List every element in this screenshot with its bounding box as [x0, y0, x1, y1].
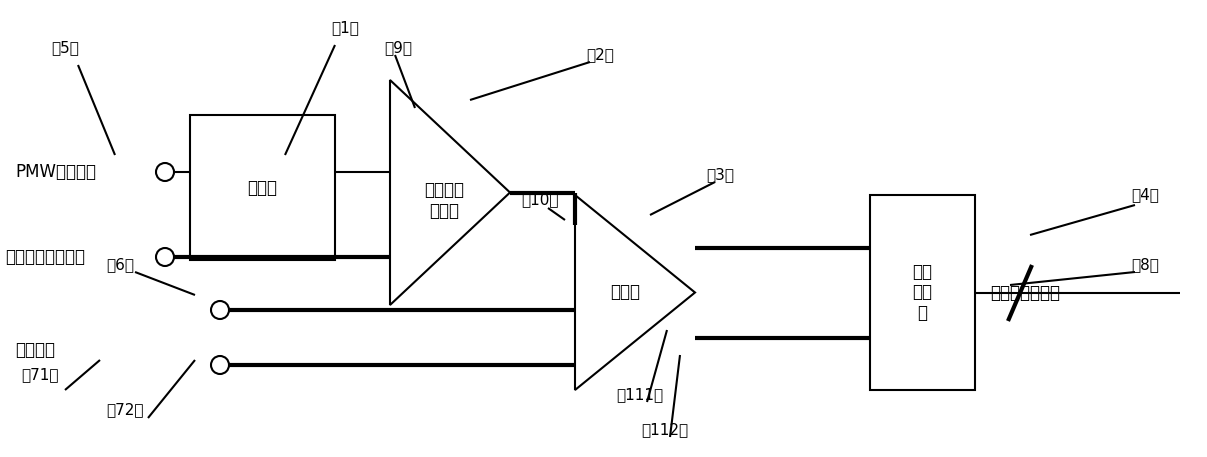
Text: （2）: （2）	[587, 48, 614, 63]
Text: 开关管控制总线: 开关管控制总线	[990, 284, 1060, 302]
Text: （8）: （8）	[1131, 257, 1159, 272]
Text: （10）: （10）	[521, 192, 559, 207]
Text: （72）: （72）	[106, 403, 144, 418]
Bar	[870, 195, 975, 390]
Text: （9）: （9）	[384, 41, 412, 55]
Text: 抄样
判决
器: 抄样 判决 器	[912, 263, 933, 322]
Text: （3）: （3）	[706, 168, 734, 182]
Polygon shape	[575, 195, 695, 390]
Text: （71）: （71）	[22, 367, 59, 383]
Text: （6）: （6）	[106, 257, 134, 272]
Text: （5）: （5）	[51, 41, 78, 55]
Text: （111）: （111）	[617, 388, 664, 403]
Text: 阈值常量: 阈值常量	[14, 341, 56, 359]
Bar	[189, 115, 336, 260]
Text: （112）: （112）	[641, 423, 688, 437]
Text: 差分运算
放大器: 差分运算 放大器	[424, 181, 463, 220]
Text: （1）: （1）	[331, 21, 358, 36]
Text: PMW脉冲信号: PMW脉冲信号	[14, 163, 97, 181]
Polygon shape	[390, 80, 511, 305]
Text: 滤波器: 滤波器	[247, 179, 278, 197]
Text: （4）: （4）	[1131, 187, 1159, 202]
Text: 比较器: 比较器	[611, 283, 641, 302]
Text: 开关电源输出电压: 开关电源输出电压	[5, 248, 84, 266]
